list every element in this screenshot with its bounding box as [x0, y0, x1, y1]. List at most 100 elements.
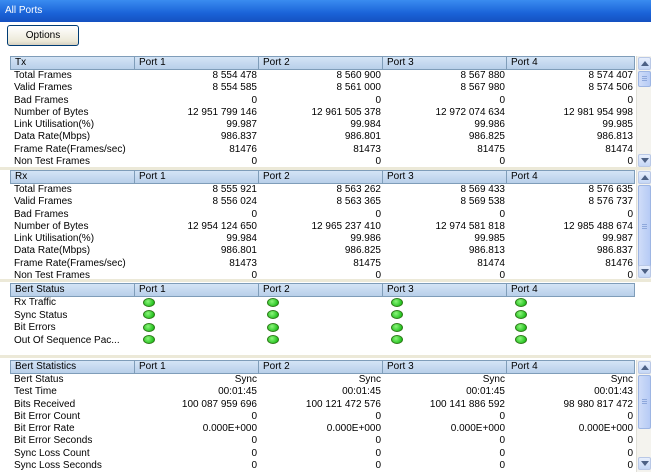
scroll-up-button[interactable] — [638, 361, 651, 374]
table-row: Sync Status — [10, 310, 636, 323]
cell-value: 81475 — [353, 257, 381, 269]
row-label: Data Rate(Mbps) — [14, 131, 91, 143]
cell-value: 0 — [251, 410, 257, 422]
scroll-down-button[interactable] — [638, 265, 651, 278]
cell-value: 0 — [627, 208, 633, 220]
table-row: Bad Frames 0 0 0 0 — [10, 95, 636, 107]
scroll-up-button[interactable] — [638, 57, 651, 70]
table-row: Valid Frames 8 556 024 8 563 365 8 569 538 8… — [10, 196, 636, 208]
cell-value: 98 980 817 472 — [563, 398, 633, 410]
cell-value: 0 — [251, 270, 257, 280]
column-header[interactable]: Port 1 — [135, 56, 259, 70]
status-cell — [259, 322, 383, 335]
cell-value: 986.825 — [344, 245, 381, 257]
column-header[interactable]: Port 3 — [383, 360, 507, 374]
cell-value: 99.987 — [226, 119, 257, 131]
cell-value: 81475 — [477, 143, 505, 155]
column-header[interactable]: Port 4 — [507, 170, 635, 184]
table-row: Valid Frames 8 554 585 8 561 000 8 567 980 8… — [10, 82, 636, 94]
cell-value: 99.985 — [474, 233, 505, 245]
table-row: Frame Rate(Frames/sec) 81473 81475 81474 814… — [10, 258, 636, 270]
column-header[interactable]: Port 4 — [507, 360, 635, 374]
cell-value: 0 — [499, 447, 505, 459]
table-row: Non Test Frames 0 0 0 0 — [10, 270, 636, 280]
column-header[interactable]: Port 1 — [135, 283, 259, 297]
cell-value: 0 — [251, 460, 257, 472]
cell-value: 99.985 — [602, 119, 633, 131]
cell-value: 8 574 506 — [588, 82, 634, 94]
table-row: Out Of Sequence Pac... — [10, 335, 636, 348]
status-cell — [135, 335, 259, 348]
cell-value: 0 — [375, 460, 381, 472]
cell-value: 12 981 954 998 — [563, 106, 633, 118]
cell-value: 986.801 — [344, 131, 381, 143]
scroll-thumb[interactable] — [638, 185, 651, 269]
column-header[interactable]: Port 2 — [259, 283, 383, 297]
scroll-down-button[interactable] — [638, 154, 651, 167]
column-header[interactable]: Port 3 — [383, 56, 507, 70]
options-button[interactable]: Options — [7, 25, 79, 46]
status-cell — [135, 297, 259, 310]
column-header[interactable]: Port 3 — [383, 170, 507, 184]
vertical-scrollbar[interactable] — [636, 170, 651, 280]
row-label: Sync Loss Count — [14, 447, 90, 459]
scroll-up-button[interactable] — [638, 171, 651, 184]
column-header[interactable]: Tx — [10, 56, 135, 70]
cell-value: 99.986 — [350, 233, 381, 245]
column-header[interactable]: Port 1 — [135, 170, 259, 184]
column-header[interactable]: Port 4 — [507, 56, 635, 70]
toolbar: Options — [0, 22, 651, 52]
status-indicator-icon — [515, 297, 527, 307]
status-indicator-icon — [143, 297, 155, 307]
splitter[interactable] — [0, 167, 651, 170]
cell-value: 8 563 262 — [336, 184, 382, 195]
table-row: Sync Loss Seconds 0 0 0 0 — [10, 460, 636, 472]
cell-value: 12 965 237 410 — [311, 220, 381, 232]
cell-value: 986.837 — [220, 131, 257, 143]
status-cell — [507, 322, 635, 335]
cell-value: 99.984 — [350, 119, 381, 131]
column-header[interactable]: Port 3 — [383, 283, 507, 297]
status-cell — [383, 310, 507, 323]
column-header[interactable]: Port 1 — [135, 360, 259, 374]
cell-value: 00:01:45 — [466, 386, 505, 398]
column-header[interactable]: Rx — [10, 170, 135, 184]
cell-value: 8 556 024 — [212, 196, 258, 208]
column-header[interactable]: Port 2 — [259, 360, 383, 374]
scroll-thumb[interactable] — [638, 375, 651, 429]
cell-value: 0 — [499, 410, 505, 422]
splitter[interactable] — [0, 279, 651, 282]
scroll-thumb[interactable] — [638, 71, 651, 87]
vertical-scrollbar[interactable] — [636, 360, 651, 472]
status-indicator-icon — [391, 310, 403, 320]
cell-value: 8 569 433 — [460, 184, 506, 195]
row-label: Valid Frames — [14, 82, 73, 94]
row-label: Valid Frames — [14, 196, 73, 208]
tx-panel: Tx Port 1 Port 2 Port 3 Port 4 Total Frames 8… — [10, 56, 651, 169]
table-row: Rx Traffic — [10, 297, 636, 310]
cell-value: 8 554 585 — [212, 82, 258, 94]
table-row: Test Time 00:01:45 00:01:45 00:01:45 00:01:4… — [10, 386, 636, 398]
vertical-scrollbar[interactable] — [636, 56, 651, 169]
cell-value: 0 — [375, 208, 381, 220]
splitter[interactable] — [0, 355, 651, 358]
column-header[interactable]: Port 2 — [259, 170, 383, 184]
cell-value: 81476 — [605, 257, 633, 269]
cell-value: 8 560 900 — [336, 70, 382, 81]
status-cell — [507, 335, 635, 348]
column-header[interactable]: Bert Status — [10, 283, 135, 297]
column-header[interactable]: Port 2 — [259, 56, 383, 70]
status-indicator-icon — [143, 335, 155, 345]
chevron-up-icon — [641, 61, 649, 66]
status-cell — [383, 297, 507, 310]
cell-value: 0 — [251, 447, 257, 459]
bert-status-header: Bert Status Port 1 Port 2 Port 3 Port 4 — [10, 283, 636, 297]
column-header[interactable]: Bert Statistics — [10, 360, 135, 374]
column-header[interactable]: Port 4 — [507, 283, 635, 297]
table-row: Number of Bytes 12 951 799 146 12 961 505 … — [10, 107, 636, 119]
table-row: Total Frames 8 555 921 8 563 262 8 569 433 8… — [10, 184, 636, 196]
table-row: Link Utilisation(%) 99.987 99.984 99.986 99.… — [10, 119, 636, 131]
tx-grid: Tx Port 1 Port 2 Port 3 Port 4 Total Frames 8… — [10, 56, 636, 169]
table-row: Non Test Frames 0 0 0 0 — [10, 156, 636, 168]
scroll-down-button[interactable] — [638, 457, 651, 470]
